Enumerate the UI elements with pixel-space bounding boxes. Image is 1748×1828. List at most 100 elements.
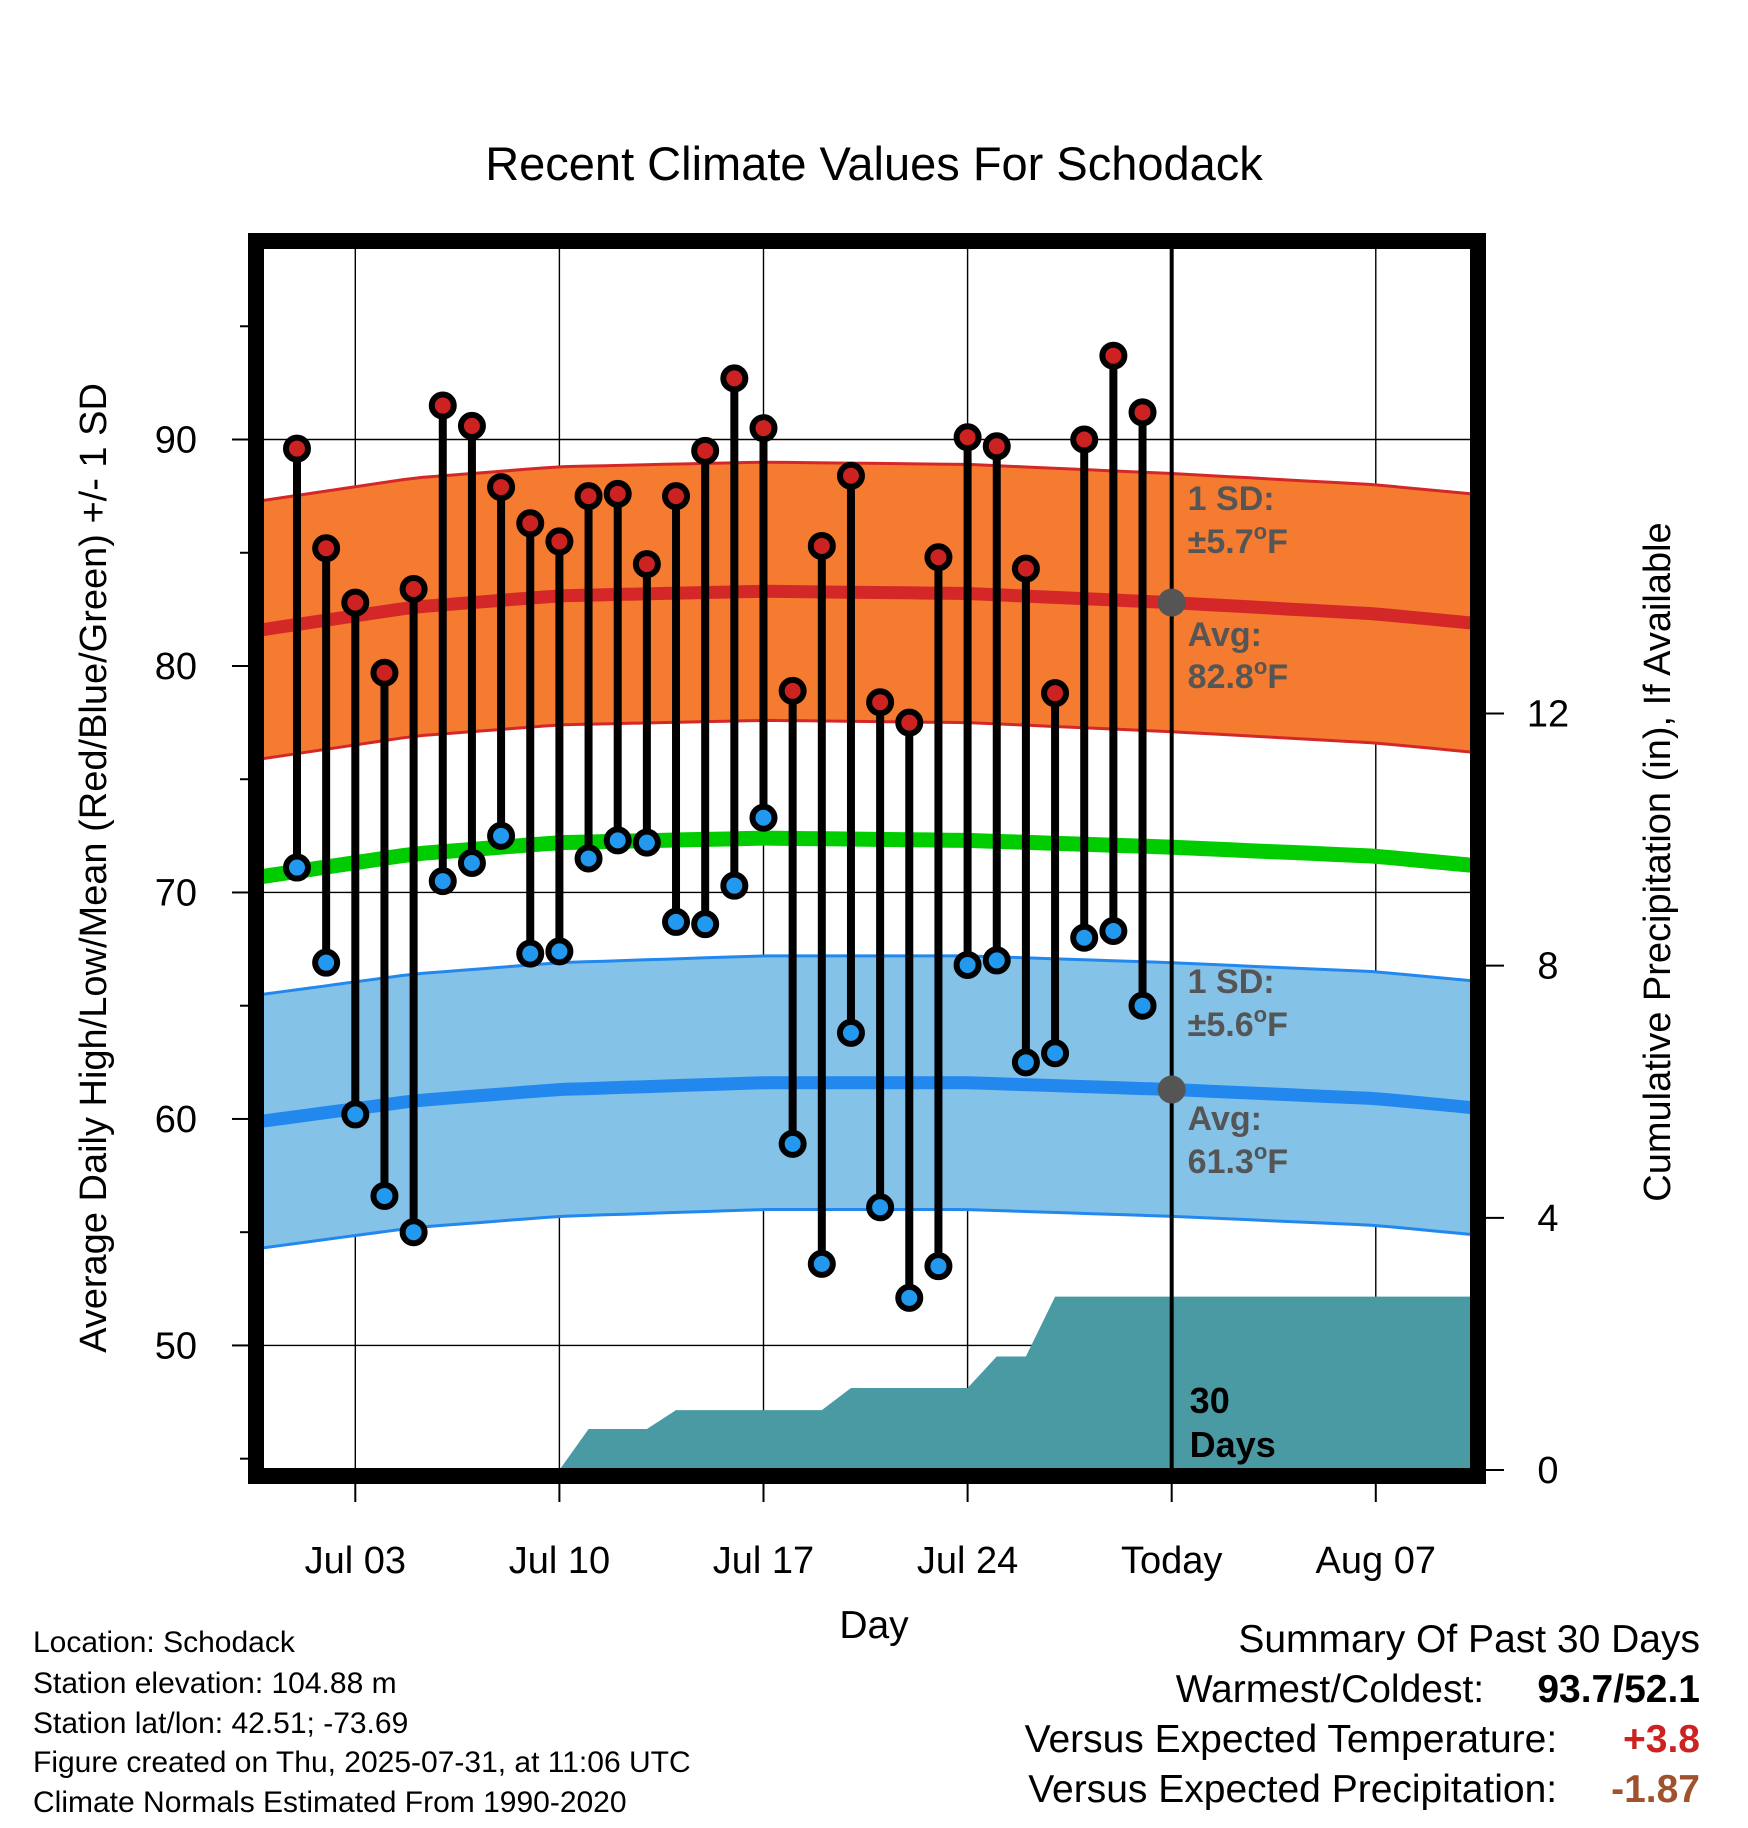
- normal-low-band-upper-edge: [262, 954, 1472, 996]
- y-left-tick-label: 60: [155, 1099, 197, 1141]
- daily-high-point: [516, 509, 545, 538]
- daily-high-point: [1041, 679, 1070, 708]
- daily-high-point: [312, 534, 341, 563]
- daily-high-point: [341, 588, 370, 617]
- daily-high-point: [982, 432, 1011, 461]
- precip-area: [262, 1296, 1472, 1470]
- info-normals: Climate Normals Estimated From 1990-2020: [33, 1786, 627, 1819]
- normal-high-band-lower-edge: [262, 718, 1472, 761]
- y-right-tick-label: 12: [1527, 694, 1569, 736]
- x-tick-label: Jul 10: [509, 1540, 610, 1582]
- normal-high-band-upper-edge: [262, 460, 1472, 503]
- daily-high-point: [720, 364, 749, 393]
- summary-precip-value: -1.87: [1611, 1768, 1700, 1811]
- y-left-tick-label: 50: [155, 1325, 197, 1367]
- today-high-avg-marker: [1157, 588, 1186, 617]
- normal-low-band: [262, 955, 1472, 1248]
- daily-low-point: [1099, 916, 1128, 945]
- daily-high-point: [691, 436, 720, 465]
- low-avg-label: Avg:: [1188, 1100, 1262, 1138]
- daily-low-point: [632, 828, 661, 857]
- y-left-tick-label: 70: [155, 872, 197, 914]
- daily-low-point: [720, 871, 749, 900]
- plot-frame: [248, 233, 1486, 1484]
- high-sd-label: 1 SD:: [1188, 480, 1275, 518]
- y-left-tick-label: 80: [155, 646, 197, 688]
- daily-low-point: [691, 910, 720, 939]
- daily-low-point: [282, 853, 311, 882]
- high-avg-value: 82.8oF: [1188, 654, 1288, 696]
- x-axis-label: Day: [839, 1604, 909, 1647]
- daily-low-point: [574, 844, 603, 873]
- daily-high-point: [866, 688, 895, 717]
- daily-high-point: [778, 676, 807, 705]
- daily-high-point: [632, 550, 661, 579]
- daily-high-point: [457, 411, 486, 440]
- daily-high-point: [545, 527, 574, 556]
- daily-low-point: [341, 1100, 370, 1129]
- daily-high-point: [836, 461, 865, 490]
- daily-high-point: [399, 574, 428, 603]
- axes: 50 60 70 80 90 0 4 8 12 Jul 03 Jul 10 Jul 17 Jul 24 T…: [155, 325, 1569, 1582]
- summary-precip-row: Versus Expected Precipitation: -1.87: [1028, 1770, 1700, 1809]
- daily-low-point: [487, 821, 516, 850]
- daily-high-point: [370, 658, 399, 687]
- summary-warmest-value: 93.7/52.1: [1537, 1668, 1700, 1711]
- normal-mean-line: [262, 830, 1472, 885]
- summary-temp-row: Versus Expected Temperature: +3.8: [1025, 1720, 1700, 1759]
- daily-low-point: [836, 1018, 865, 1047]
- high-sd-value: ±5.7oF: [1188, 519, 1288, 561]
- info-elevation: Station elevation: 104.88 m: [33, 1667, 397, 1700]
- daily-high-point: [428, 391, 457, 420]
- daily-low-point: [866, 1193, 895, 1222]
- x-tick-label: Aug 07: [1316, 1540, 1436, 1582]
- x-tick-label: Today: [1121, 1540, 1222, 1582]
- daily-high-point: [282, 434, 311, 463]
- daily-high-point: [895, 708, 924, 737]
- summary-warmest-row: Warmest/Coldest: 93.7/52.1: [1176, 1670, 1700, 1709]
- daily-high-point: [1128, 398, 1157, 427]
- daily-low-point: [662, 907, 691, 936]
- y-left-tick-label: 90: [155, 420, 197, 462]
- daily-high-point: [662, 482, 691, 511]
- y-axis-right-label: Cumulative Precipitation (in), If Availa…: [1637, 522, 1679, 1201]
- x-tick-label: Jul 03: [305, 1540, 406, 1582]
- daily-low-point: [924, 1252, 953, 1281]
- daily-low-point: [778, 1129, 807, 1158]
- daily-high-point: [807, 531, 836, 560]
- daily-low-point: [1128, 991, 1157, 1020]
- y-axis-left-label: Average Daily High/Low/Mean (Red/Blue/Gr…: [73, 383, 115, 1353]
- x-tick-label: Jul 24: [917, 1540, 1018, 1582]
- daily-high-point: [1099, 341, 1128, 370]
- daily-high-point: [603, 479, 632, 508]
- daily-low-point: [603, 826, 632, 855]
- normal-high-avg-line: [262, 584, 1472, 637]
- info-created: Figure created on Thu, 2025-07-31, at 11…: [33, 1746, 691, 1779]
- daily-low-point: [545, 937, 574, 966]
- today-low-avg-marker: [1157, 1075, 1186, 1104]
- daily-low-point: [895, 1283, 924, 1312]
- summary-warmest-label: Warmest/Coldest:: [1175, 1668, 1485, 1711]
- daily-high-point: [1070, 425, 1099, 454]
- daily-high-point: [1011, 554, 1040, 583]
- chart-title: Recent Climate Values For Schodack: [485, 137, 1263, 190]
- daily-high-point: [487, 473, 516, 502]
- info-location: Location: Schodack: [33, 1626, 295, 1659]
- daily-low-point: [1041, 1039, 1070, 1068]
- normal-low-avg-line: [262, 1076, 1472, 1128]
- daily-high-point: [953, 423, 982, 452]
- daily-low-point: [516, 939, 545, 968]
- info-latlon: Station lat/lon: 42.51; -73.69: [33, 1707, 409, 1740]
- daily-low-point: [457, 849, 486, 878]
- summary-temp-label: Versus Expected Temperature:: [1024, 1718, 1558, 1761]
- y-right-tick-label: 8: [1537, 946, 1558, 988]
- daily-low-point: [1011, 1048, 1040, 1077]
- daily-low-point: [953, 950, 982, 979]
- plot-border: [248, 233, 1486, 1484]
- daily-high-point: [924, 543, 953, 572]
- low-sd-label: 1 SD:: [1188, 963, 1275, 1001]
- daily-low-point: [982, 946, 1011, 975]
